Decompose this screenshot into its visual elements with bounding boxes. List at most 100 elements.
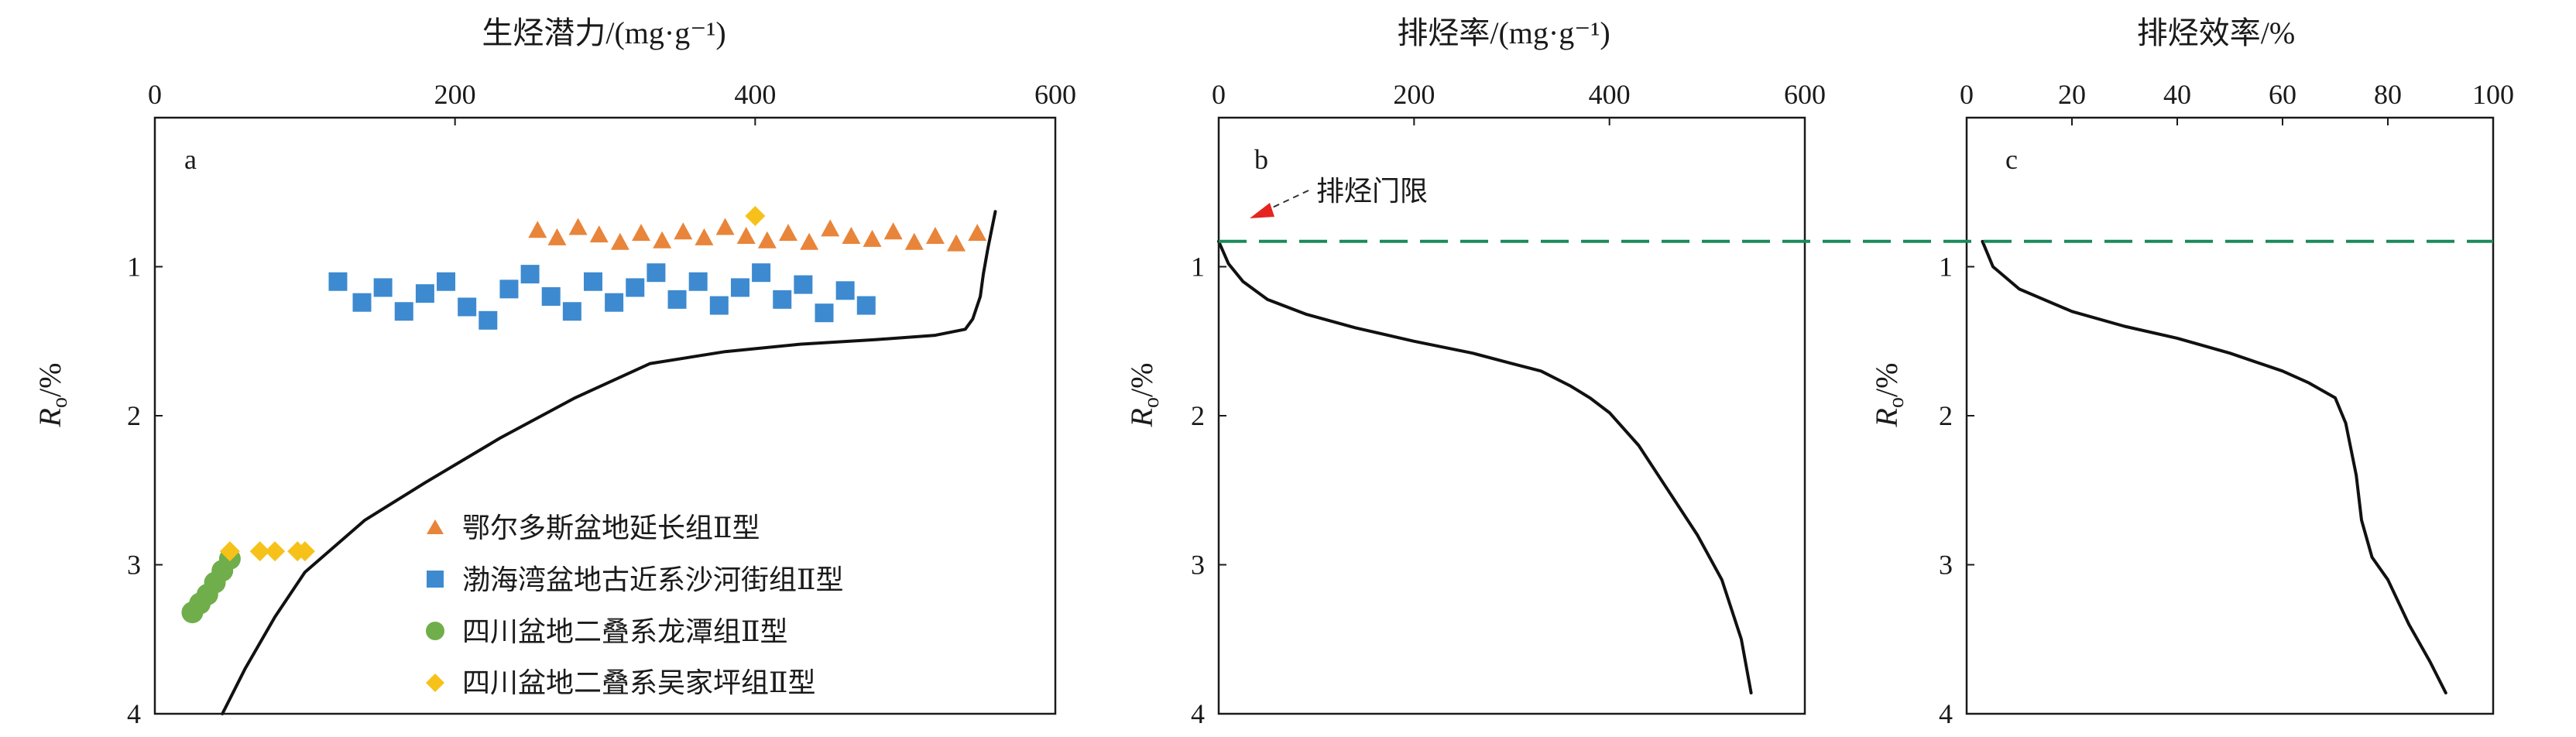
- threshold-annotation-label: 排烃门限: [1316, 176, 1428, 207]
- panel-c-y-axis-title: Ro/%: [1869, 363, 1909, 428]
- ordos-point: [632, 224, 651, 242]
- bohai-point: [647, 263, 666, 283]
- bohai-point: [605, 293, 624, 312]
- panel-c-y-ticks: 1 2 3 4: [1939, 252, 1974, 729]
- bohai-point: [688, 272, 708, 291]
- panel-b-curve: [1217, 239, 1753, 694]
- panel-b-y-tick-label: 2: [1191, 400, 1205, 431]
- legend-marker-wujiaping: [426, 674, 444, 692]
- panel-a-y-tick-label: 1: [127, 252, 141, 283]
- ordos-point: [547, 228, 567, 245]
- ordos-point: [821, 219, 840, 237]
- panel-b-x-tick-label: 0: [1212, 79, 1226, 110]
- bohai-point: [478, 310, 498, 330]
- ordos-point: [883, 222, 903, 240]
- ordos-point: [568, 218, 588, 235]
- panel-a-legend: 鄂尔多斯盆地延长组Ⅱ型 渤海湾盆地古近系沙河街组Ⅱ型 四川盆地二叠系龙潭组Ⅱ型 …: [426, 512, 843, 698]
- ordos-point: [695, 228, 714, 245]
- panel-b-x-tick-label: 600: [1784, 79, 1826, 110]
- panel-c-x-tick-label: 80: [2374, 79, 2402, 110]
- bohai-point: [856, 296, 876, 315]
- bohai-point: [352, 293, 372, 312]
- ordos-point: [800, 232, 819, 250]
- bohai-point: [773, 290, 792, 309]
- panel-c-letter: c: [2005, 144, 2018, 175]
- wujiaping-point: [249, 541, 270, 562]
- bohai-point: [562, 302, 581, 321]
- panel-b-y-axis-title: Ro/%: [1124, 363, 1164, 428]
- bohai-point: [835, 281, 855, 300]
- annotation-arrowhead-icon: [1250, 203, 1274, 218]
- panel-c: 排烃效率/% 0 20 40 60 80 100 1 2 3 4 Ro/% c: [1869, 15, 2514, 729]
- legend-label-wujiaping: 四川盆地二叠系吴家坪组Ⅱ型: [462, 667, 815, 698]
- legend-label-ordos: 鄂尔多斯盆地延长组Ⅱ型: [462, 512, 760, 543]
- panel-c-y-tick-label: 2: [1939, 400, 1953, 431]
- bohai-point: [667, 290, 687, 309]
- panel-a-frame: [153, 116, 1057, 715]
- bohai-point: [437, 272, 456, 291]
- wujiaping-point: [265, 541, 286, 562]
- bohai-point: [709, 296, 729, 315]
- ordos-point: [925, 227, 945, 244]
- panel-a-letter: a: [184, 144, 197, 175]
- ordos-point: [947, 234, 966, 252]
- panel-b-y-tick-label: 3: [1191, 550, 1205, 581]
- ordos-point: [968, 224, 987, 242]
- panel-c-y-tick-label: 1: [1939, 252, 1953, 283]
- panel-c-x-tick-label: 40: [2163, 79, 2191, 110]
- panel-c-x-tick-label: 100: [2472, 79, 2514, 110]
- bohai-point: [394, 302, 413, 321]
- bohai-point: [794, 275, 813, 294]
- panel-c-plot-area: [1981, 239, 2447, 694]
- legend-label-bohai: 渤海湾盆地古近系沙河街组Ⅱ型: [462, 564, 843, 595]
- panel-a-y-axis-title: Ro/%: [33, 363, 72, 428]
- bohai-point: [752, 263, 771, 283]
- panel-a-x-ticks: 0 200 400 600: [148, 79, 1076, 125]
- ordos-point: [778, 224, 797, 242]
- panel-c-x-axis-title: 排烃效率/%: [2137, 15, 2295, 50]
- panel-b-x-axis-title: 排烃率/(mg·g⁻¹): [1397, 15, 1610, 50]
- legend-marker-bohai: [427, 571, 444, 588]
- panel-b-x-tick-label: 200: [1393, 79, 1435, 110]
- panel-b-x-ticks: 0 200 400 600: [1212, 79, 1826, 125]
- bohai-point: [583, 272, 602, 291]
- bohai-point: [520, 265, 540, 284]
- panel-a-plot-area: [181, 206, 997, 715]
- bohai-point: [626, 278, 645, 297]
- panel-b-y-ticks: 1 2 3 4: [1191, 252, 1226, 729]
- bohai-point: [499, 279, 519, 299]
- bohai-point: [458, 297, 477, 317]
- threshold-annotation: 排烃门限: [1250, 176, 1428, 218]
- wujiaping-point: [294, 541, 315, 562]
- panel-c-x-tick-label: 0: [1960, 79, 1974, 110]
- panel-b-y-tick-label: 4: [1191, 698, 1205, 729]
- panel-c-curve: [1981, 239, 2447, 694]
- legend-marker-longtan: [426, 622, 444, 640]
- ordos-point: [653, 231, 672, 249]
- panel-b-x-tick-label: 400: [1589, 79, 1631, 110]
- bohai-point: [541, 287, 561, 306]
- legend-label-longtan: 四川盆地二叠系龙潭组Ⅱ型: [462, 616, 787, 647]
- ordos-point: [674, 222, 693, 240]
- panel-c-frame: [1965, 116, 2495, 715]
- panel-c-y-tick-label: 3: [1939, 550, 1953, 581]
- panel-a-x-axis-title: 生烃潜力/(mg·g⁻¹): [482, 15, 725, 50]
- bohai-point: [415, 284, 434, 303]
- panel-c-x-tick-label: 60: [2269, 79, 2296, 110]
- ordos-point: [736, 227, 756, 244]
- panel-a: 生烃潜力/(mg·g⁻¹) 0 200 400 600 1 2 3 4 Ro/% a 鄂尔多…: [33, 15, 1076, 729]
- ordos-point: [863, 229, 882, 247]
- panel-c-y-tick-label: 4: [1939, 698, 1953, 729]
- bohai-point: [373, 278, 393, 297]
- panel-a-x-tick-label: 400: [734, 79, 776, 110]
- ordos-point: [528, 221, 547, 238]
- panel-b-y-tick-label: 1: [1191, 252, 1205, 283]
- ordos-point: [757, 231, 777, 249]
- panel-a-x-tick-label: 200: [434, 79, 476, 110]
- panel-a-y-tick-label: 4: [127, 698, 141, 729]
- ordos-point: [842, 227, 861, 244]
- annotation-arrow-line: [1265, 190, 1309, 211]
- panel-c-x-tick-label: 20: [2058, 79, 2086, 110]
- wujiaping-point: [219, 541, 240, 562]
